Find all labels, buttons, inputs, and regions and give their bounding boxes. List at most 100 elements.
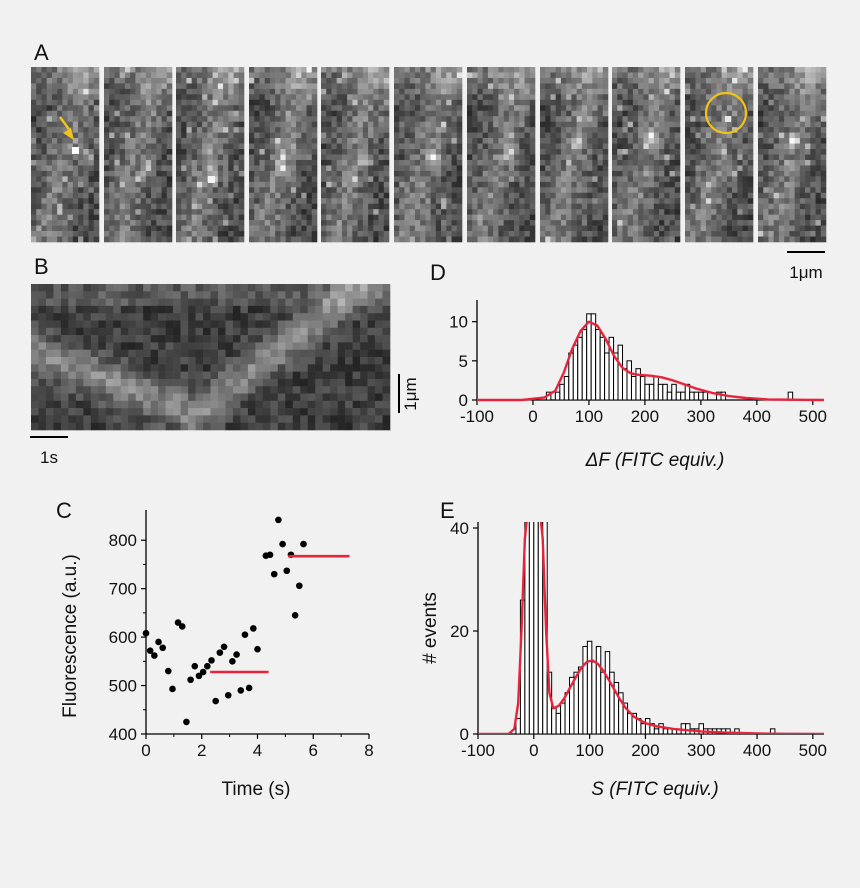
panel-c-y-tick-label: 800 xyxy=(109,531,137,550)
panel-b-pixel xyxy=(38,400,47,409)
panel-b-pixel xyxy=(113,298,122,307)
panel-b-pixel xyxy=(45,320,54,329)
panel-b-pixel xyxy=(352,291,361,299)
panel-b-pixel xyxy=(360,400,368,409)
panel-b-pixel xyxy=(173,415,181,423)
panel-b-pixel xyxy=(270,298,279,307)
panel-b-pixel xyxy=(180,305,189,314)
panel-b-pixel xyxy=(217,415,226,423)
panel-b-pixel xyxy=(382,313,391,321)
panel-b-pixel xyxy=(307,305,316,314)
panel-b-pixel xyxy=(292,320,301,329)
panel-b-pixel xyxy=(255,291,264,299)
panel-b-pixel xyxy=(375,335,383,343)
panel-b-pixel xyxy=(53,422,62,431)
panel-b-pixel xyxy=(352,364,361,372)
panel-b-pixel xyxy=(128,378,137,387)
panel-b-pixel xyxy=(150,364,159,372)
panel-b-pixel xyxy=(255,393,264,402)
panel-b-pixel xyxy=(120,349,129,358)
panel-d-histogram-bar xyxy=(604,352,610,401)
panel-b-pixel xyxy=(315,422,323,431)
panel-b-pixel xyxy=(38,371,47,380)
panel-d-histogram-bar xyxy=(644,383,650,401)
panel-b-pixel xyxy=(83,327,92,336)
panel-b-pixel xyxy=(382,349,391,358)
panel-b-pixel xyxy=(38,408,47,416)
panel-b-pixel xyxy=(360,284,368,292)
panel-b-pixel xyxy=(135,335,144,343)
panel-b-pixel xyxy=(68,335,77,343)
panel-b-pixel xyxy=(337,342,346,350)
panel-b-pixel xyxy=(165,342,174,350)
panel-b-pixel xyxy=(60,342,69,350)
panel-b-pixel xyxy=(352,313,361,321)
panel-b-pixel xyxy=(135,422,144,431)
panel-b-pixel xyxy=(352,400,361,409)
panel-b-pixel xyxy=(135,378,144,387)
panel-d-histogram-bar xyxy=(693,391,700,401)
panel-b-pixel xyxy=(315,393,323,402)
panel-b-pixel xyxy=(128,408,137,416)
panel-b-pixel xyxy=(232,364,241,372)
panel-b-pixel xyxy=(165,291,174,299)
panel-b-pixel xyxy=(375,364,383,372)
panel-b-pixel xyxy=(113,371,122,380)
panel-e-y-tick-label: 20 xyxy=(450,622,469,641)
panel-b-pixel xyxy=(307,393,316,402)
panel-c-data-point xyxy=(195,672,203,680)
panel-b-pixel xyxy=(300,400,309,409)
panel-b-pixel xyxy=(277,393,286,402)
panel-b-pixel xyxy=(128,305,137,314)
panel-b-pixel xyxy=(300,378,309,387)
panel-b-pixel xyxy=(330,349,338,358)
panel-b-pixel xyxy=(240,378,249,387)
panel-b-pixel xyxy=(90,364,99,372)
panel-b-pixel xyxy=(337,335,346,343)
panel-b-pixel xyxy=(188,284,196,292)
panel-b-pixel xyxy=(360,342,368,350)
panel-d-fit-curve xyxy=(477,320,825,402)
panel-b-pixel xyxy=(337,422,346,431)
panel-b-pixel xyxy=(322,393,331,402)
panel-b-pixel xyxy=(360,327,368,336)
panel-b-pixel xyxy=(68,357,77,365)
panel-d-histogram-bar xyxy=(554,391,561,401)
panel-b-pixel xyxy=(285,393,294,402)
panel-b-pixel xyxy=(232,291,241,299)
panel-e-histogram-bar xyxy=(591,661,597,734)
panel-b-pixel xyxy=(113,400,122,409)
panel-b-pixel xyxy=(322,422,331,431)
panel-b-pixel xyxy=(60,335,69,343)
panel-b-pixel xyxy=(45,371,54,380)
panel-b-pixel xyxy=(98,364,107,372)
panel-b-pixel xyxy=(247,422,256,431)
panel-b-pixel xyxy=(113,335,122,343)
panel-b-pixel xyxy=(180,408,189,416)
panel-b-pixel xyxy=(225,284,234,292)
panel-c-data-point xyxy=(155,638,162,646)
panel-b-pixel xyxy=(300,291,309,299)
panel-b-pixel xyxy=(120,386,129,394)
panel-b-pixel xyxy=(188,386,196,394)
panel-b-pixel xyxy=(375,386,383,394)
panel-b-pixel xyxy=(83,357,92,365)
panel-b-pixel xyxy=(270,408,279,416)
panel-b-pixel xyxy=(382,400,391,409)
panel-c-y-tick-label: 500 xyxy=(109,677,137,696)
panel-b-pixel xyxy=(217,408,226,416)
panel-b-pixel xyxy=(98,400,107,409)
panel-b-pixel xyxy=(113,364,122,372)
panel-b-pixel xyxy=(120,415,129,423)
panel-b-pixel xyxy=(195,291,204,299)
panel-b-pixel xyxy=(60,422,69,431)
panel-b-pixel xyxy=(143,371,151,380)
panel-b-pixel xyxy=(143,422,151,431)
panel-b-pixel xyxy=(367,327,376,336)
panel-b-pixel xyxy=(188,422,196,431)
panel-b-pixel xyxy=(210,349,219,358)
panel-b-pixel xyxy=(315,364,323,372)
panel-b-pixel xyxy=(31,415,39,423)
panel-c-data-point xyxy=(208,657,215,664)
panel-b-pixel xyxy=(277,320,286,329)
